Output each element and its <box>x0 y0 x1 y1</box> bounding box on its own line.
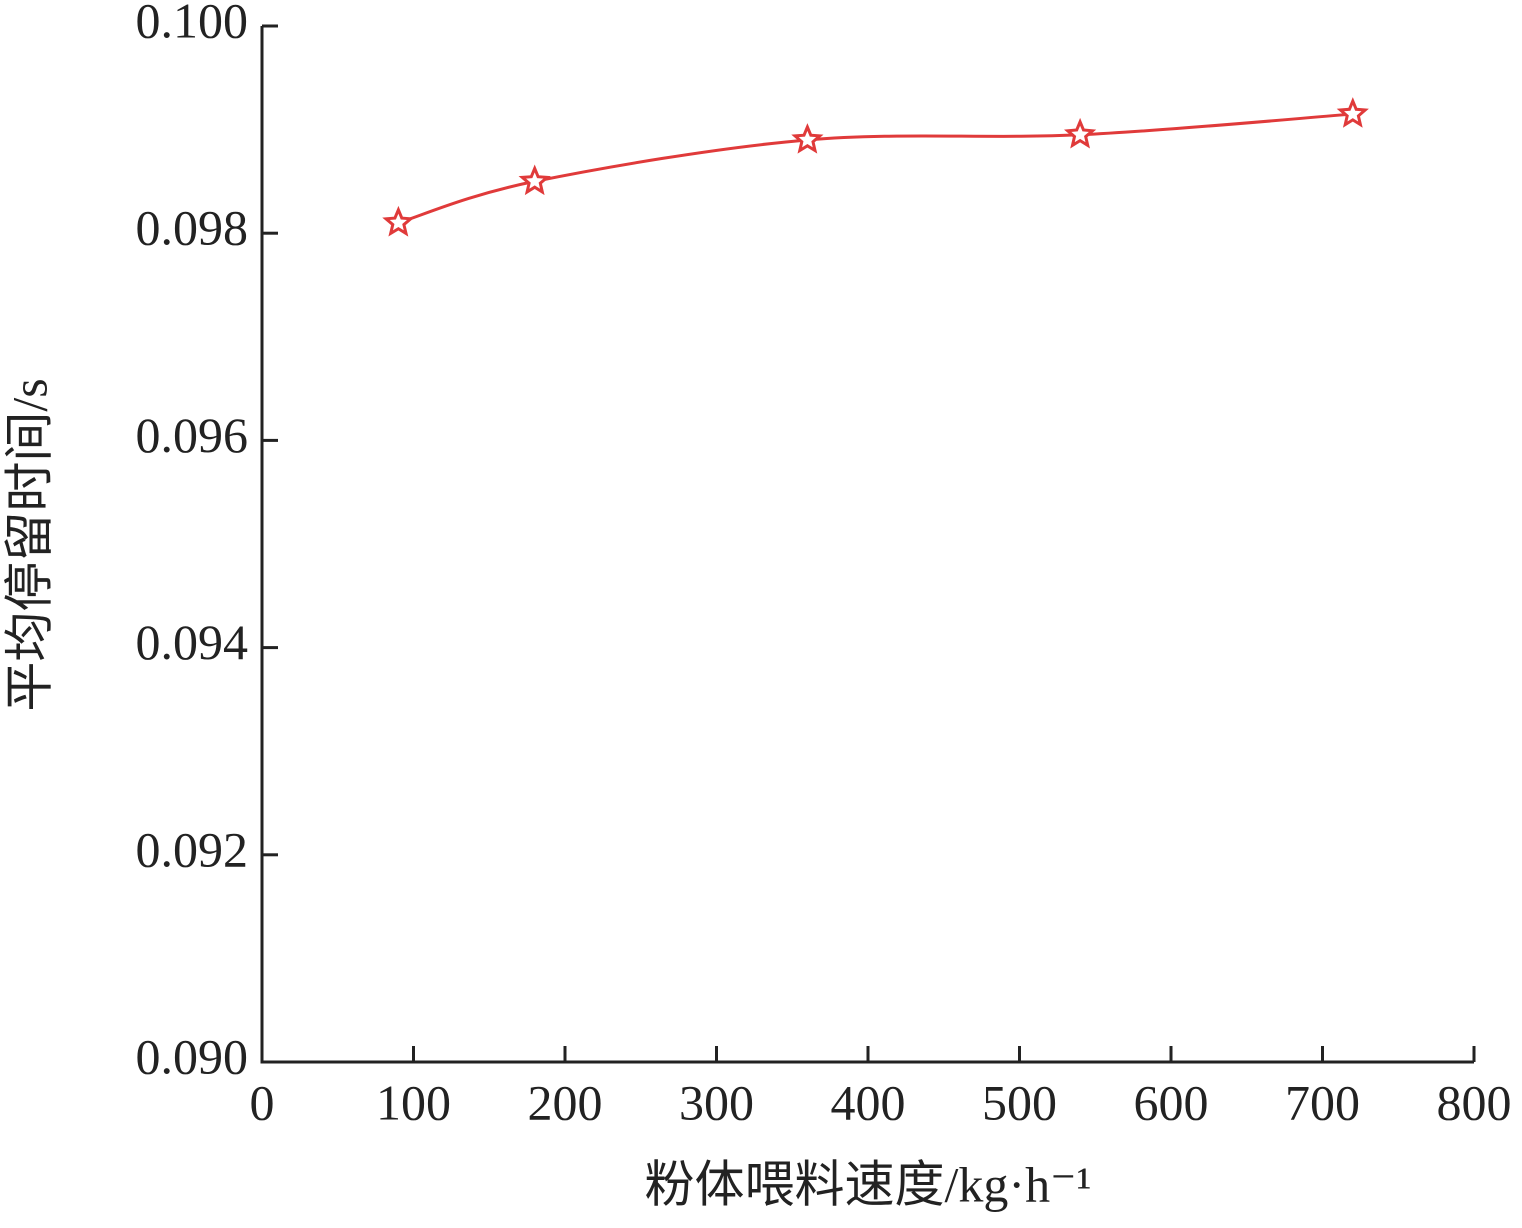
x-tick-label: 400 <box>831 1074 906 1130</box>
x-tick-label: 500 <box>982 1074 1057 1130</box>
axes <box>260 26 1474 1064</box>
y-tick-label: 0.090 <box>136 1028 249 1084</box>
y-tick-label: 0.096 <box>136 407 249 463</box>
x-tick-label: 800 <box>1437 1074 1512 1130</box>
x-tick-label: 200 <box>528 1074 603 1130</box>
x-tick-label: 0 <box>250 1074 275 1130</box>
y-tick-label: 0.098 <box>136 200 249 256</box>
line <box>397 112 1353 225</box>
marker <box>791 123 824 154</box>
marker <box>518 164 551 196</box>
x-axis-title: 粉体喂料速度/kg·h⁻¹ <box>645 1156 1092 1212</box>
marker <box>1336 97 1369 128</box>
y-tick-label: 0.100 <box>136 0 249 48</box>
y-tick-label: 0.092 <box>136 821 249 877</box>
marker <box>382 205 415 237</box>
x-tick-label: 300 <box>679 1074 754 1130</box>
x-tick-label: 100 <box>376 1074 451 1130</box>
marker <box>1064 117 1097 149</box>
y-axis-title: 平均停留时间/s <box>1 378 57 711</box>
x-tick-label: 600 <box>1134 1074 1209 1130</box>
x-tick-label: 700 <box>1285 1074 1360 1130</box>
y-tick-label: 0.094 <box>136 614 249 670</box>
